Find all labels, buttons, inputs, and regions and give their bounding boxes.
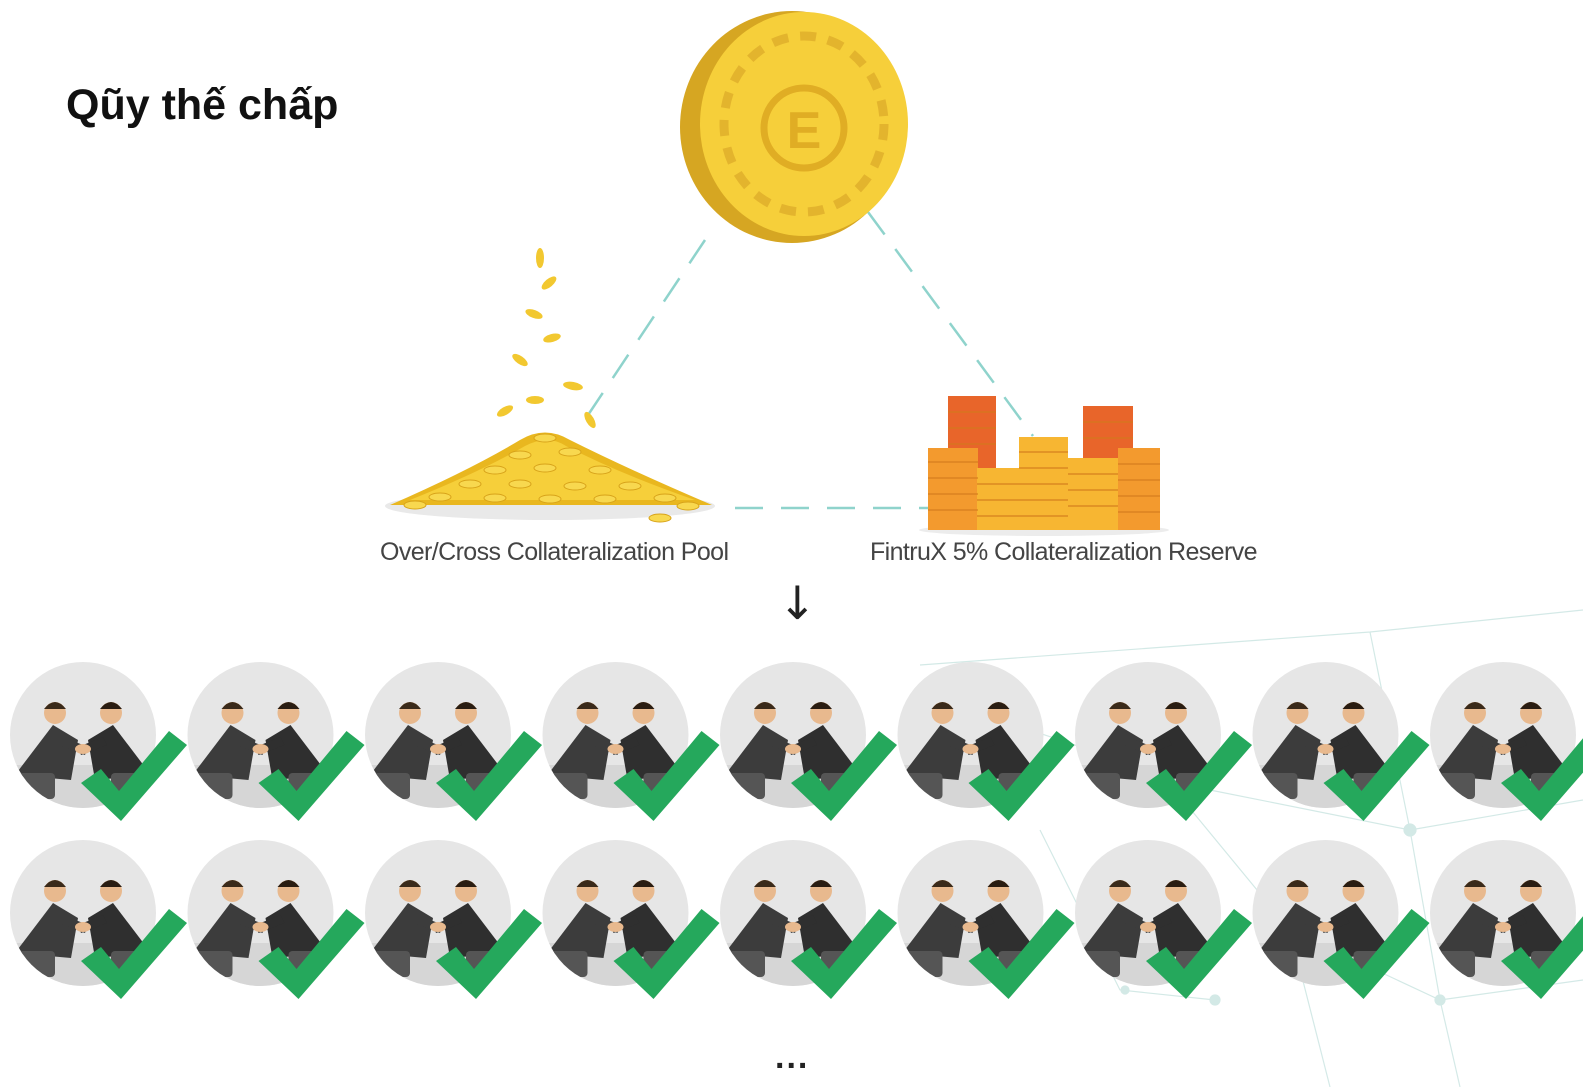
borrower-item xyxy=(898,662,1075,821)
borrower-item xyxy=(188,840,365,999)
borrower-item xyxy=(720,662,897,821)
borrower-item xyxy=(1075,840,1252,999)
reserve-coin-stacks xyxy=(919,396,1169,536)
more-ellipsis: ... xyxy=(775,1038,810,1076)
borrower-item xyxy=(1430,840,1583,999)
borrower-item xyxy=(10,662,187,821)
borrower-item xyxy=(365,662,542,821)
page-title: Qũy thế chấp xyxy=(66,81,339,129)
coin-symbol: E xyxy=(787,102,822,160)
borrower-item xyxy=(1075,662,1252,821)
borrower-item xyxy=(1430,662,1583,821)
falling-coins xyxy=(496,248,596,429)
borrower-item xyxy=(543,840,720,999)
connector-coin-to-reserve xyxy=(866,211,1035,437)
borrower-item xyxy=(365,840,542,999)
connector-lines xyxy=(576,211,1035,510)
borrower-item xyxy=(543,662,720,821)
connector-coin-to-pool xyxy=(576,239,707,431)
down-arrow-icon: ↓ xyxy=(778,576,817,630)
borrower-item xyxy=(720,840,897,999)
borrower-grid xyxy=(10,662,1583,999)
reserve-label: FintruX 5% Collateralization Reserve xyxy=(870,538,1258,566)
borrower-item xyxy=(898,840,1075,999)
pool-label: Over/Cross Collateralization Pool xyxy=(380,538,729,566)
borrower-item xyxy=(10,840,187,999)
borrower-item xyxy=(188,662,365,821)
collateral-pool-coins xyxy=(385,432,715,523)
token-coin: E xyxy=(680,11,908,243)
borrower-item xyxy=(1253,840,1430,999)
